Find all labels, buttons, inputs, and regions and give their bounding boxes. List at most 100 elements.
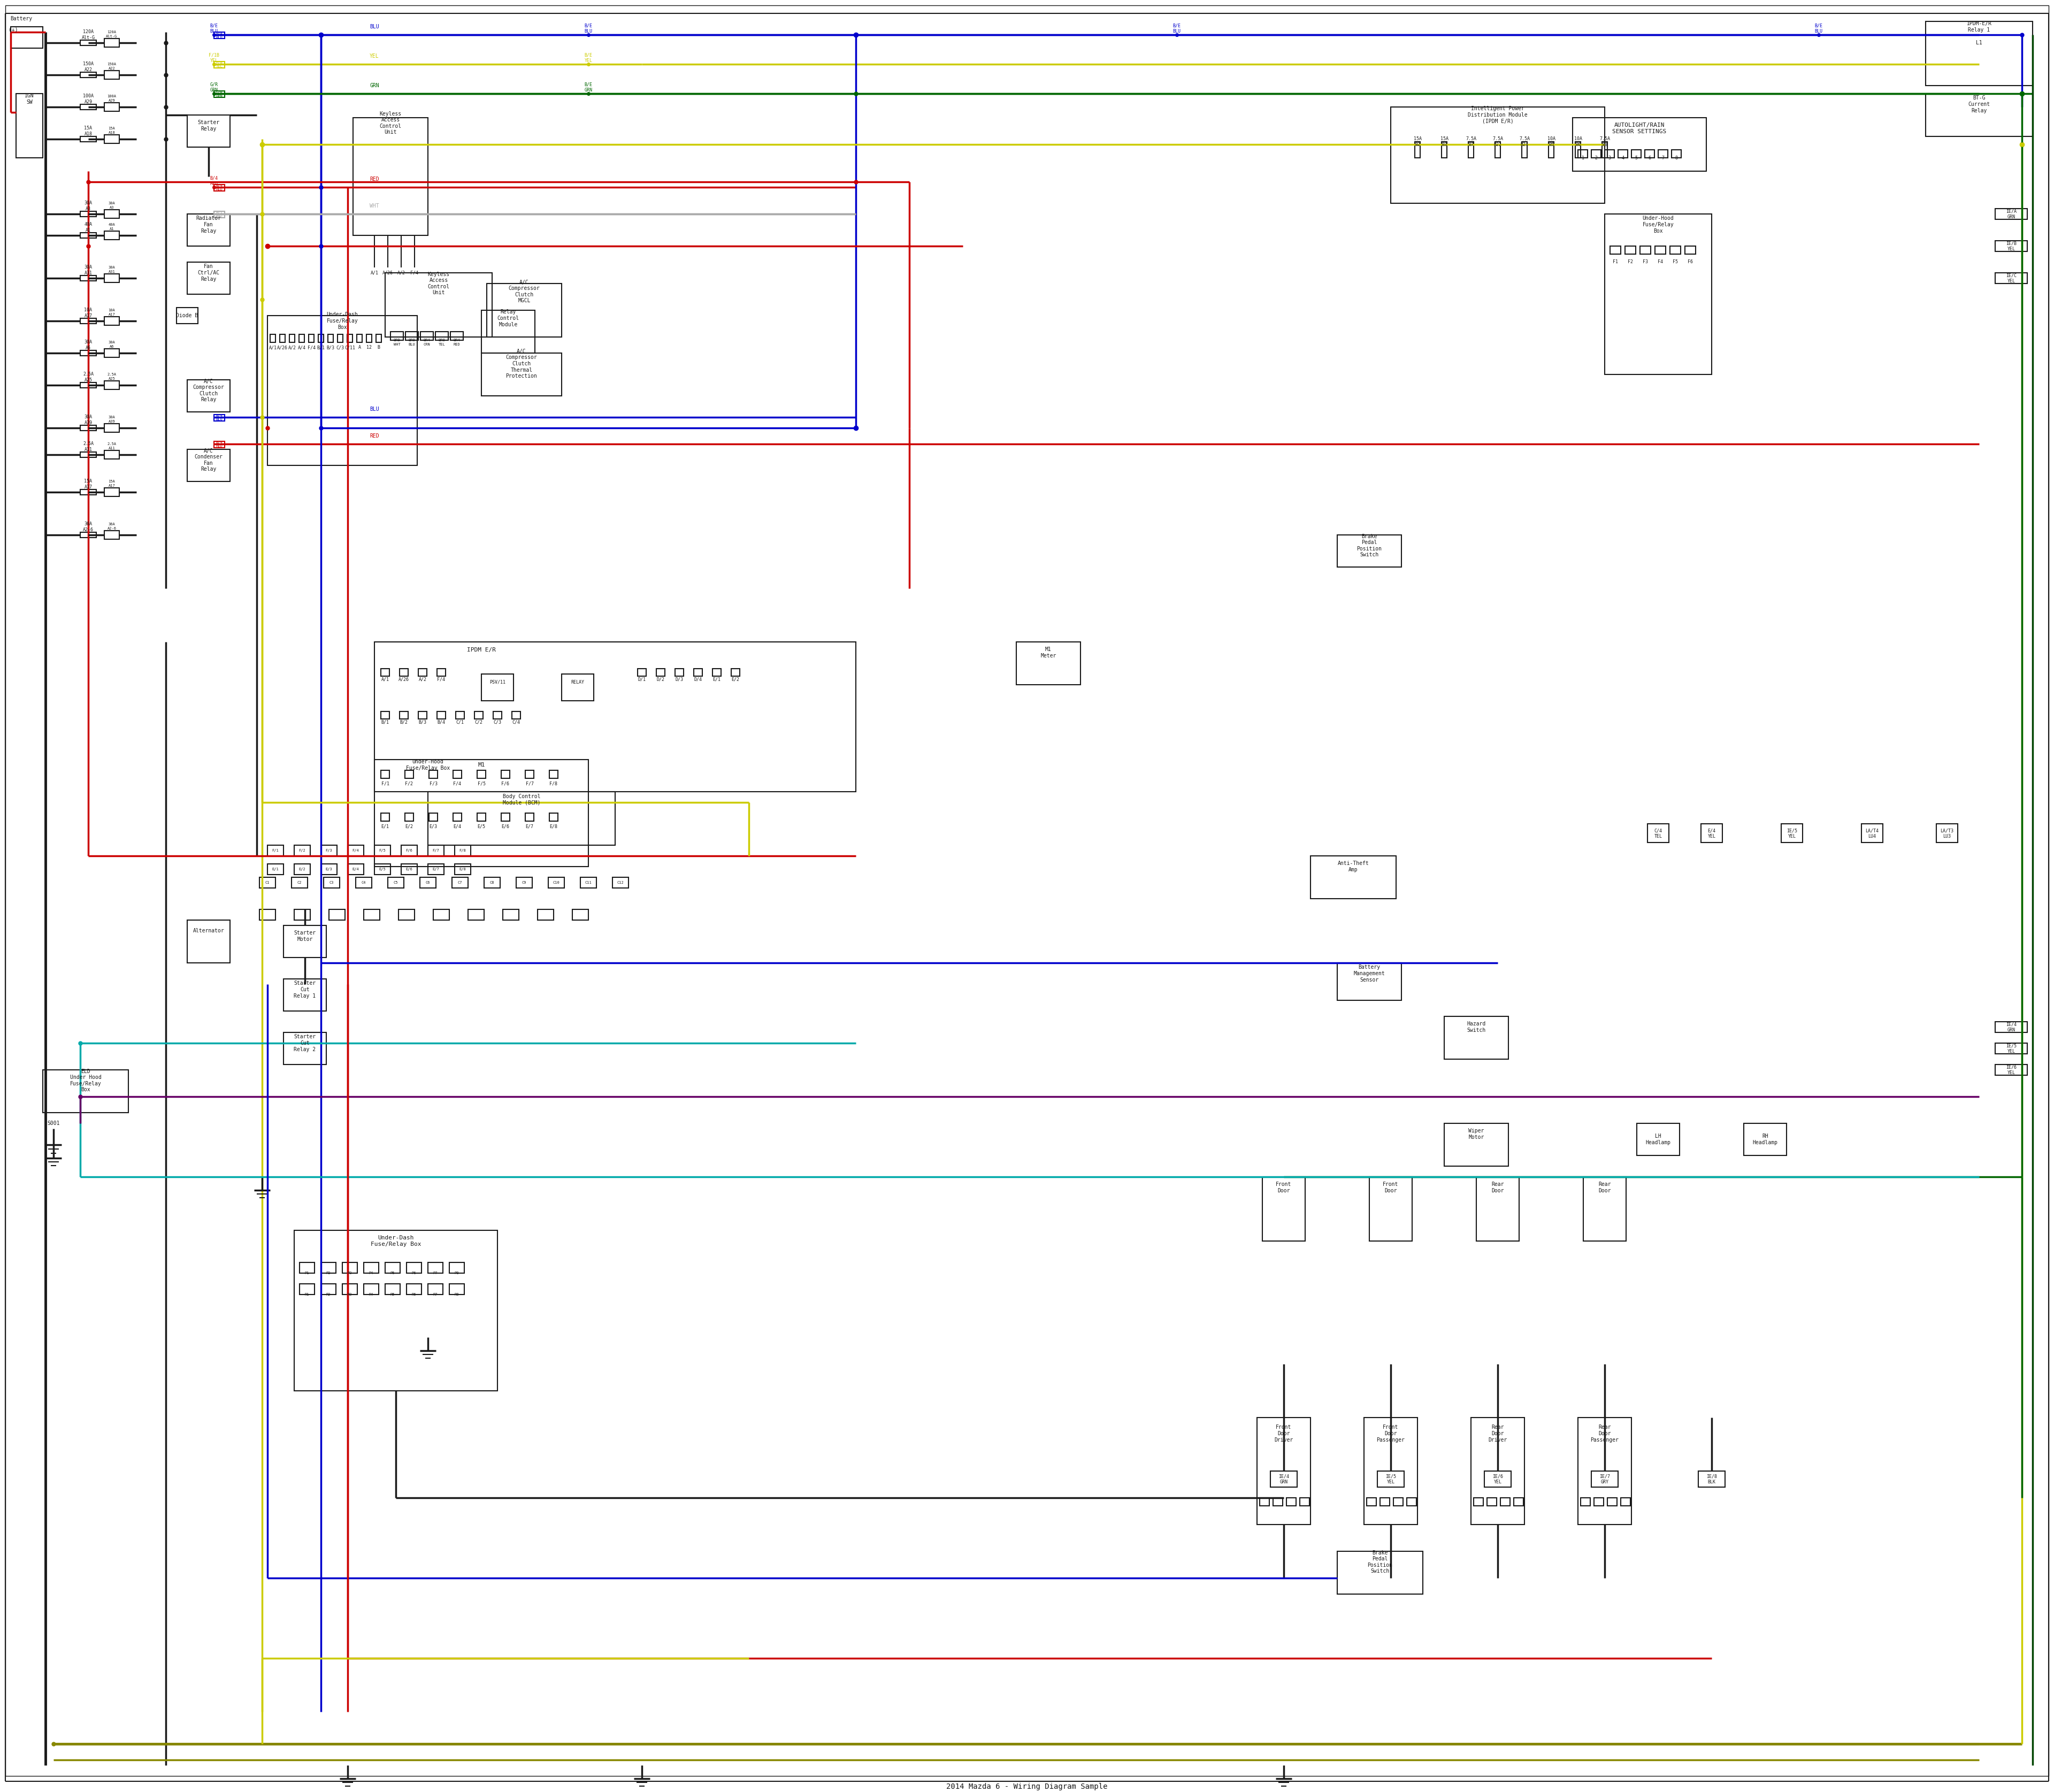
Bar bbox=[657, 668, 665, 676]
Bar bbox=[548, 771, 559, 778]
Bar bbox=[516, 878, 532, 889]
Bar bbox=[1610, 246, 1621, 254]
Bar bbox=[105, 349, 119, 357]
Text: A/26: A/26 bbox=[398, 677, 409, 681]
Bar bbox=[386, 1262, 401, 1272]
Bar bbox=[468, 909, 485, 919]
Text: Battery: Battery bbox=[10, 16, 33, 22]
Text: B/1: B/1 bbox=[316, 346, 325, 349]
Text: Front
Door: Front Door bbox=[1382, 1181, 1399, 1193]
Bar bbox=[561, 674, 594, 701]
Text: A: A bbox=[357, 346, 362, 349]
Bar bbox=[405, 332, 419, 340]
Text: IE/B
YEL: IE/B YEL bbox=[2007, 240, 2017, 251]
Bar bbox=[1495, 142, 1499, 158]
Bar bbox=[1415, 142, 1419, 158]
Bar bbox=[1781, 824, 1803, 842]
Bar bbox=[454, 846, 470, 857]
Text: D/3: D/3 bbox=[676, 677, 684, 681]
Text: Alternator: Alternator bbox=[193, 928, 224, 934]
Text: C/4: C/4 bbox=[511, 720, 520, 724]
Bar bbox=[1364, 1417, 1417, 1525]
Bar bbox=[1994, 1064, 2027, 1075]
Text: Body Control
Module (BCM): Body Control Module (BCM) bbox=[503, 794, 540, 805]
Text: IE/C
YEL: IE/C YEL bbox=[2007, 272, 2017, 283]
Text: 8: 8 bbox=[1674, 156, 1678, 159]
Bar bbox=[364, 909, 380, 919]
Text: Anti-Theft
Amp: Anti-Theft Amp bbox=[1337, 860, 1370, 873]
Text: E/1: E/1 bbox=[382, 824, 388, 830]
Text: 100A
A29: 100A A29 bbox=[82, 93, 94, 104]
Text: B/2: B/2 bbox=[401, 720, 409, 724]
Bar bbox=[450, 1262, 464, 1272]
Text: 36A
A2-6: 36A A2-6 bbox=[107, 523, 117, 530]
Text: E/4: E/4 bbox=[454, 824, 462, 830]
Bar bbox=[1994, 208, 2027, 219]
Bar bbox=[1522, 142, 1526, 158]
Bar bbox=[105, 487, 119, 496]
Text: BT-G
Current
Relay: BT-G Current Relay bbox=[1968, 95, 1990, 113]
Text: IE/6
YEL: IE/6 YEL bbox=[2007, 1064, 2017, 1075]
Bar bbox=[1310, 857, 1397, 898]
Bar bbox=[1407, 1498, 1417, 1505]
Text: Rear
Door
Driver: Rear Door Driver bbox=[1489, 1425, 1508, 1443]
Text: 7.5A
B7: 7.5A B7 bbox=[1467, 136, 1477, 147]
Bar bbox=[1658, 151, 1668, 158]
Text: F4: F4 bbox=[1658, 260, 1664, 265]
Bar bbox=[300, 335, 304, 342]
Text: B/4: B/4 bbox=[438, 720, 446, 724]
Text: Under-Hood
Fuse/Relay Box: Under-Hood Fuse/Relay Box bbox=[407, 760, 450, 771]
Bar bbox=[477, 814, 485, 821]
Text: C/2: C/2 bbox=[474, 720, 483, 724]
Bar bbox=[1286, 1498, 1296, 1505]
Text: C10: C10 bbox=[553, 882, 559, 883]
Bar bbox=[421, 332, 433, 340]
Text: F/4: F/4 bbox=[353, 849, 359, 853]
Bar bbox=[581, 878, 596, 889]
Text: 30A
A6: 30A A6 bbox=[109, 340, 115, 348]
Bar bbox=[1637, 1124, 1680, 1156]
Text: BLU: BLU bbox=[370, 407, 380, 412]
Bar bbox=[419, 878, 435, 889]
Bar bbox=[1582, 1498, 1590, 1505]
Text: C12: C12 bbox=[616, 882, 624, 883]
Bar bbox=[1485, 1471, 1512, 1487]
Text: 30A
A39: 30A A39 bbox=[84, 414, 92, 425]
Bar bbox=[1366, 1498, 1376, 1505]
Text: F/B
YEL: F/B YEL bbox=[216, 61, 222, 68]
Text: 7.5A
B24: 7.5A B24 bbox=[1520, 136, 1530, 147]
Bar bbox=[364, 1262, 378, 1272]
Text: M1: M1 bbox=[479, 762, 485, 767]
Bar bbox=[637, 668, 647, 676]
Bar bbox=[347, 846, 364, 857]
Text: C8: C8 bbox=[489, 882, 495, 883]
Text: B/E
BLU: B/E BLU bbox=[1173, 23, 1181, 34]
Bar bbox=[353, 118, 427, 235]
Bar bbox=[187, 213, 230, 246]
Bar bbox=[433, 909, 450, 919]
Text: F/1B
YEL: F/1B YEL bbox=[210, 52, 220, 63]
Bar bbox=[347, 864, 364, 874]
Text: E/6: E/6 bbox=[407, 867, 413, 871]
Bar bbox=[357, 335, 362, 342]
Text: Radiator
Fan
Relay: Radiator Fan Relay bbox=[195, 215, 222, 233]
Text: 2.5A
A11: 2.5A A11 bbox=[107, 443, 117, 450]
Text: C/3: C/3 bbox=[337, 346, 345, 349]
Bar bbox=[427, 792, 614, 846]
Bar bbox=[214, 185, 224, 192]
Text: E/7: E/7 bbox=[526, 824, 534, 830]
Text: C/1: C/1 bbox=[456, 720, 464, 724]
Bar bbox=[1672, 151, 1680, 158]
Text: Keyless
Access
Control
Unit: Keyless Access Control Unit bbox=[380, 111, 401, 134]
Text: A/2: A/2 bbox=[419, 677, 427, 681]
Bar bbox=[325, 878, 339, 889]
Bar bbox=[80, 452, 97, 457]
Bar bbox=[1477, 1177, 1520, 1242]
Bar bbox=[80, 351, 97, 357]
Bar bbox=[1337, 1552, 1423, 1595]
Text: 7.5A
B8: 7.5A B8 bbox=[1600, 136, 1610, 147]
Bar bbox=[343, 1283, 357, 1294]
Text: F/7: F/7 bbox=[433, 849, 440, 853]
Bar bbox=[283, 1032, 327, 1064]
Text: F/8: F/8 bbox=[550, 781, 557, 787]
